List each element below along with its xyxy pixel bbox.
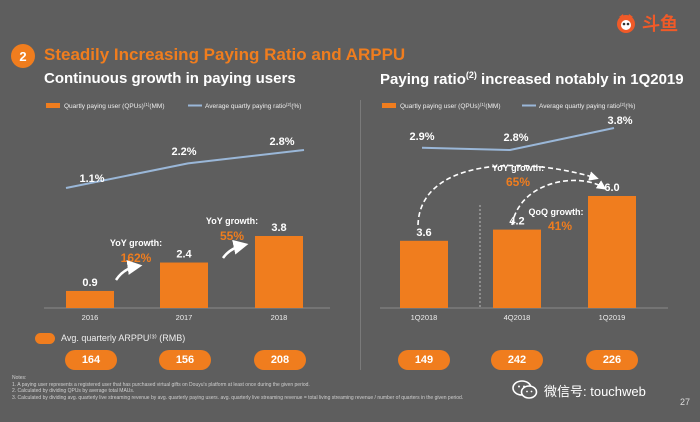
legend-line-label: Average quartly paying ratio(2)(%) — [539, 102, 635, 110]
yoy-growth-value-1Q2019: 65% — [506, 175, 530, 189]
arppu-pill-2018: 208 — [254, 350, 306, 370]
bar-label-2017: 2.4 — [176, 249, 192, 261]
yoy-growth-title-1Q2019: YoY growth: — [492, 163, 544, 173]
note-1: 1. A paying user represents a registered… — [12, 381, 310, 388]
x-tick-4Q2018: 4Q2018 — [504, 313, 531, 322]
arppu-pill-2017: 156 — [159, 350, 211, 370]
arppu-legend-label: Avg. quarterly ARPPU⁽³⁾ (RMB) — [61, 333, 186, 343]
legend-bar-swatch — [382, 103, 396, 108]
legend-line-label: Average quartly paying ratio(2)(%) — [205, 102, 301, 110]
bar-2016 — [66, 290, 114, 308]
x-tick-2016: 2016 — [82, 313, 99, 322]
left-paying-ratio-line — [65, 149, 305, 189]
yoy-growth-title-2017: YoY growth: — [110, 238, 162, 248]
notes-title: Notes: — [12, 375, 27, 381]
arppu-legend-swatch — [35, 333, 55, 344]
x-tick-1Q2019: 1Q2019 — [599, 313, 626, 322]
right-paying-ratio-line — [421, 127, 615, 152]
note-3: 3. Calculated by dividing avg. quarterly… — [12, 394, 464, 401]
wechat-id: 微信号: touchweb — [544, 383, 646, 399]
qoq-growth-title-1Q2019: QoQ growth: — [529, 207, 584, 217]
qoq-growth-value-1Q2019: 41% — [548, 219, 572, 233]
wechat-icon — [512, 380, 538, 400]
bar-2018 — [255, 236, 303, 308]
legend-bar-swatch — [46, 103, 60, 108]
bar-1Q2018 — [400, 240, 448, 308]
yoy-dashed-arrow — [417, 164, 599, 226]
legend-bar-label: Quartly paying user (QPUs)(1)(MM) — [400, 102, 501, 110]
right-legend: Quartly paying user (QPUs)(1)(MM) Averag… — [382, 102, 635, 110]
ratio-label-2017: 2.2% — [171, 146, 196, 158]
right-title-suffix: increased notably in 1Q2019 — [476, 71, 684, 88]
right-title-sup: (2) — [465, 70, 477, 80]
page-title: Steadily Increasing Paying Ratio and ARP… — [44, 45, 406, 64]
yoy-growth-title-2018: YoY growth: — [206, 216, 258, 226]
panel-divider — [360, 100, 361, 370]
bar-2017 — [160, 262, 208, 308]
left-panel-title: Continuous growth in paying users — [44, 70, 296, 87]
right-panel-title: Paying ratio(2) increased notably in 1Q2… — [380, 70, 684, 88]
bar-label-2018: 3.8 — [271, 222, 286, 234]
legend-bar-label: Quartly paying user (QPUs)(1)(MM) — [64, 102, 165, 110]
left-legend: Quartly paying user (QPUs)(1)(MM) Averag… — [46, 102, 301, 110]
arppu-legend: Avg. quarterly ARPPU⁽³⁾ (RMB) — [35, 333, 185, 344]
qoq-dashed-arrow — [511, 179, 607, 226]
bar-label-1Q2018: 3.6 — [416, 227, 431, 239]
x-tick-2017: 2017 — [176, 313, 193, 322]
bar-label-4Q2018: 4.2 — [509, 216, 524, 228]
note-2: 2. Calculated by dividing QPUs by averag… — [12, 388, 135, 394]
arppu-pill-1Q2018: 149 — [398, 350, 450, 370]
growth-arrow-2018 — [221, 239, 249, 259]
logo-text: 斗鱼 — [642, 14, 678, 34]
right-chart: Quartly paying user (QPUs)(1)(MM) Averag… — [380, 102, 668, 322]
page-number: 27 — [679, 397, 690, 407]
arppu-pill-1Q2019: 226 — [586, 350, 638, 370]
right-title-prefix: Paying ratio — [380, 71, 466, 88]
bar-label-1Q2019: 6.0 — [604, 182, 619, 194]
wechat-watermark: 微信号: touchweb — [512, 380, 646, 400]
x-tick-2018: 2018 — [271, 313, 288, 322]
bar-1Q2019 — [588, 196, 636, 308]
douyu-logo: 斗鱼 — [614, 8, 686, 38]
ratio-label-4Q2018: 2.8% — [503, 132, 528, 144]
left-chart: Quartly paying user (QPUs)(1)(MM) Averag… — [44, 102, 330, 322]
ratio-label-2018: 2.8% — [269, 136, 294, 148]
growth-arrow-2017 — [114, 260, 143, 281]
arppu-pill-2016: 164 — [65, 350, 117, 370]
fish-mascot-icon — [617, 14, 635, 33]
ratio-label-1Q2018: 2.9% — [409, 131, 434, 143]
x-tick-1Q2018: 1Q2018 — [411, 313, 438, 322]
arppu-pill-4Q2018: 242 — [491, 350, 543, 370]
bar-label-2016: 0.9 — [82, 277, 97, 289]
ratio-label-1Q2019: 3.8% — [607, 115, 632, 127]
ratio-label-2016: 1.1% — [79, 173, 104, 185]
bar-4Q2018 — [493, 229, 541, 308]
section-number-badge: 2 — [11, 44, 35, 68]
yoy-growth-value-2018: 55% — [220, 229, 244, 243]
footnotes: Notes: 1. A paying user represents a reg… — [12, 375, 532, 401]
